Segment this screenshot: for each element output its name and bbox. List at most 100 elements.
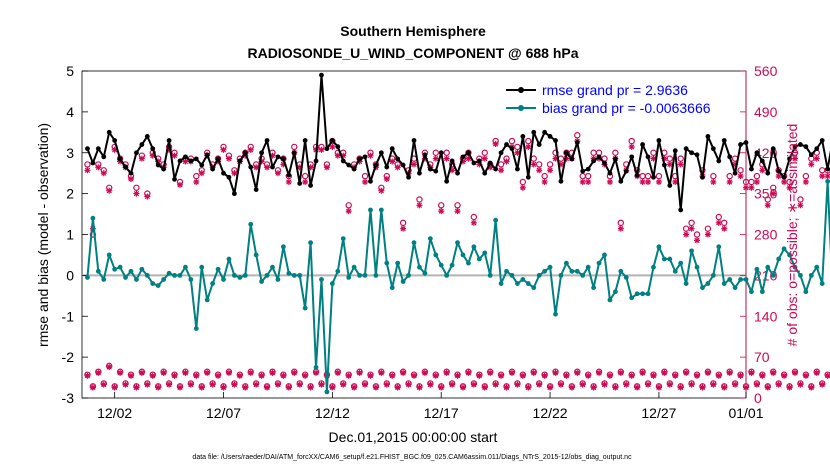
- obs-assimilated-marker: [737, 173, 744, 180]
- obs-assimilated-marker: [759, 167, 766, 174]
- obs-assimilated-marker: [541, 178, 548, 185]
- obs-assimilated-marker: [721, 384, 728, 391]
- obs-assimilated-marker: [617, 369, 624, 376]
- obs-assimilated-marker: [748, 369, 755, 376]
- bias-series-point: [237, 275, 243, 280]
- bias-series-point: [395, 260, 401, 266]
- obs-assimilated-marker: [596, 369, 603, 376]
- bias-series-point: [438, 262, 444, 268]
- bias-series-point: [117, 264, 123, 270]
- rmse-series-point: [460, 154, 466, 160]
- y2-axis-label: # of obs: o=possible; ∗=assimilated: [784, 124, 800, 347]
- bias-series-point: [781, 246, 787, 252]
- obs-assimilated-marker: [650, 372, 657, 379]
- bias-series-point: [705, 281, 711, 286]
- obs-assimilated-marker: [514, 381, 521, 388]
- bias-series-point: [634, 291, 640, 297]
- rmse-series-point: [525, 174, 531, 180]
- rmse-series-point: [672, 148, 678, 154]
- rmse-series-point: [221, 170, 226, 176]
- bias-series-point: [210, 281, 216, 286]
- obs-assimilated-marker: [775, 381, 782, 388]
- bias-series-point: [270, 264, 275, 270]
- obs-assimilated-marker: [171, 372, 178, 379]
- obs-assimilated-marker: [149, 372, 156, 379]
- x-axis-label: Dec.01,2015 00:00:00 start: [329, 429, 498, 445]
- obs-assimilated-marker: [100, 381, 107, 388]
- obs-assimilated-marker: [694, 237, 701, 244]
- chart-title: Southern Hemisphere: [340, 23, 486, 39]
- bias-series-point: [656, 244, 662, 250]
- obs-assimilated-marker: [808, 384, 815, 391]
- rmse-series-point: [476, 158, 482, 164]
- obs-assimilated-marker: [84, 372, 91, 379]
- y2-tick-label: 70: [754, 349, 770, 365]
- bias-series-point: [291, 272, 297, 278]
- bias-series-point: [308, 240, 313, 246]
- obs-possible-marker: [519, 178, 527, 186]
- bias-series-point: [362, 272, 368, 278]
- obs-assimilated-marker: [802, 178, 809, 185]
- rmse-series-point: [117, 156, 123, 162]
- obs-possible-marker: [541, 172, 548, 180]
- obs-assimilated-marker: [797, 381, 804, 388]
- rmse-series-point: [536, 142, 542, 147]
- bias-series-point: [444, 272, 450, 278]
- obs-assimilated-marker: [498, 167, 505, 174]
- footnote: data file: /Users/raeder/DAI/ATM_forcXX/…: [192, 454, 632, 461]
- rmse-series-point: [591, 158, 597, 164]
- bias-series-point: [640, 291, 645, 297]
- obs-assimilated-marker: [786, 184, 793, 191]
- obs-assimilated-marker: [688, 225, 695, 232]
- obs-assimilated-marker: [193, 178, 200, 185]
- rmse-series-point: [651, 174, 656, 180]
- obs-assimilated-marker: [781, 372, 788, 379]
- obs-assimilated-marker: [133, 384, 140, 391]
- bias-series-point: [297, 272, 303, 278]
- obs-assimilated-marker: [645, 381, 652, 388]
- rmse-series-point: [444, 178, 450, 184]
- rmse-series-point: [798, 142, 803, 147]
- rmse-series-point: [373, 162, 379, 168]
- obs-assimilated-marker: [694, 372, 701, 379]
- obs-assimilated-marker: [759, 372, 766, 379]
- bias-series-point: [166, 270, 172, 276]
- obs-assimilated-marker: [813, 155, 820, 162]
- obs-possible-marker: [535, 161, 543, 168]
- bias-series-point: [825, 178, 830, 184]
- obs-possible-marker: [770, 184, 777, 191]
- bias-series-point: [340, 236, 346, 241]
- rmse-series-point: [324, 146, 330, 152]
- bias-series-point: [727, 277, 733, 282]
- obs-assimilated-marker: [753, 381, 760, 388]
- obs-assimilated-marker: [563, 372, 570, 379]
- obs-assimilated-marker: [672, 372, 679, 379]
- y-axis-label: rmse and bias (model - observation): [35, 123, 51, 347]
- obs-assimilated-marker: [372, 384, 379, 391]
- rmse-series-point: [612, 156, 618, 162]
- bias-series-point: [553, 311, 558, 317]
- obs-assimilated-marker: [525, 384, 532, 391]
- bias-series-point: [90, 215, 96, 221]
- obs-possible-marker: [677, 155, 684, 162]
- obs-assimilated-marker: [476, 372, 483, 379]
- rmse-series-point: [286, 172, 292, 178]
- obs-possible-marker: [546, 161, 554, 168]
- obs-possible-marker: [432, 149, 439, 156]
- obs-assimilated-marker: [710, 178, 717, 185]
- rmse-series-point: [607, 170, 613, 176]
- bias-series-point: [112, 266, 118, 272]
- obs-assimilated-marker: [666, 161, 673, 168]
- bias-series-point: [422, 270, 428, 276]
- bias-series-point: [155, 283, 161, 288]
- obs-assimilated-marker: [465, 369, 472, 376]
- bias-series-point: [449, 262, 455, 268]
- obs-assimilated-marker: [770, 369, 777, 376]
- obs-possible-marker: [726, 172, 733, 180]
- obs-possible-marker: [764, 196, 771, 203]
- obs-assimilated-marker: [427, 381, 434, 388]
- rmse-series-point: [520, 134, 526, 139]
- obs-assimilated-marker: [127, 176, 134, 183]
- obs-assimilated-marker: [95, 164, 102, 171]
- obs-assimilated-marker: [329, 143, 336, 150]
